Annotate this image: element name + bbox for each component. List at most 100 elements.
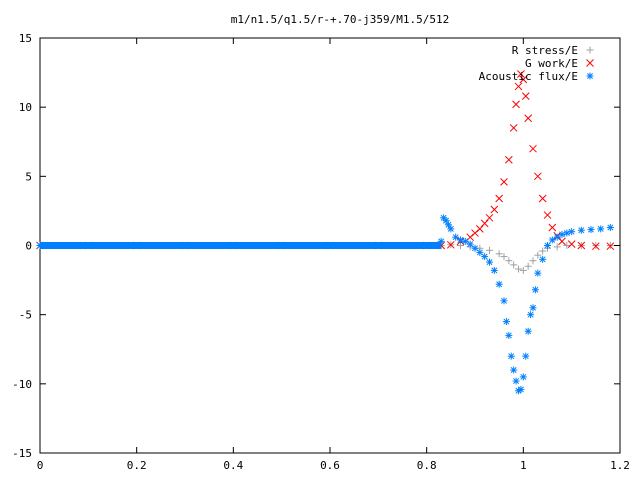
y-tick-label: 0: [25, 240, 32, 253]
data-point: [517, 70, 525, 78]
chart-title: m1/n1.5/q1.5/r-+.70-j359/M1.5/512: [231, 13, 450, 26]
data-point: [529, 257, 537, 265]
data-point: [502, 318, 510, 326]
data-point: [524, 114, 533, 123]
data-point: [539, 247, 547, 255]
legend-marker: [586, 72, 594, 80]
data-point: [515, 265, 522, 273]
data-point: [521, 92, 530, 100]
data-point: [558, 230, 566, 238]
data-point: [587, 226, 595, 234]
series-cross: [36, 70, 615, 251]
data-point: [597, 225, 605, 233]
data-point: [486, 258, 493, 266]
x-tick-label: 0.6: [320, 459, 340, 472]
data-point: [495, 280, 503, 288]
y-tick-label: -5: [19, 309, 32, 322]
x-tick-label: 0.8: [417, 459, 437, 472]
x-tick-label: 1: [520, 459, 527, 472]
data-point: [524, 262, 532, 270]
data-point: [505, 331, 513, 339]
data-point: [471, 244, 479, 252]
y-tick-label: -10: [12, 378, 32, 391]
data-point: [563, 229, 571, 237]
y-tick-label: -15: [12, 447, 32, 460]
legend-marker: [586, 59, 594, 67]
data-point: [490, 205, 499, 214]
y-tick-label: 15: [19, 32, 32, 45]
data-point: [452, 233, 460, 241]
data-point: [490, 266, 498, 274]
data-point: [568, 228, 576, 236]
data-point: [84, 242, 92, 249]
data-point: [512, 377, 520, 385]
data-point: [606, 242, 615, 251]
data-point: [278, 242, 286, 249]
data-point: [446, 240, 455, 249]
data-point: [133, 242, 141, 249]
data-point: [437, 237, 445, 245]
data-point: [519, 75, 528, 84]
x-tick-label: 0: [37, 459, 44, 472]
data-point: [504, 155, 513, 164]
data-point: [457, 236, 464, 244]
data-point: [524, 327, 532, 335]
data-point: [512, 100, 520, 109]
data-point: [531, 286, 539, 294]
data-point: [423, 242, 431, 249]
data-point: [442, 217, 450, 225]
data-point: [577, 226, 585, 234]
data-point: [486, 246, 493, 254]
y-tick-label: 5: [25, 170, 32, 183]
x-axis: 0 0.2 0.4 0.6 0.8 1 1.2: [37, 38, 630, 472]
data-point: [519, 266, 527, 274]
data-point: [485, 213, 494, 222]
legend-label: R stress/E: [512, 44, 578, 57]
legend-marker: [586, 46, 594, 54]
data-point: [522, 352, 530, 360]
data-point: [548, 236, 556, 244]
series-layer: [36, 70, 615, 395]
data-point: [539, 255, 547, 263]
data-point: [481, 253, 489, 261]
x-tick-label: 0.4: [223, 459, 243, 472]
data-point: [36, 242, 44, 249]
data-point: [529, 144, 537, 153]
data-point: [606, 224, 614, 232]
data-point: [534, 269, 542, 277]
data-point: [567, 240, 576, 248]
series-star: [36, 214, 614, 395]
data-point: [500, 178, 508, 186]
data-point: [229, 242, 237, 249]
data-point: [505, 257, 513, 265]
data-point: [538, 194, 547, 203]
data-point: [553, 233, 561, 241]
data-point: [519, 373, 527, 381]
data-point: [514, 82, 523, 91]
legend-label: G work/E: [525, 57, 578, 70]
x-tick-label: 0.2: [127, 459, 147, 472]
data-point: [517, 385, 525, 393]
y-axis: -15 -10 -5 0 5 10 15: [12, 32, 620, 460]
data-point: [326, 242, 334, 249]
data-point: [510, 261, 518, 269]
data-point: [527, 311, 535, 319]
data-point: [374, 242, 382, 249]
data-point: [529, 304, 537, 312]
data-point: [534, 251, 542, 259]
data-point: [500, 253, 508, 261]
data-point: [515, 387, 522, 395]
data-point: [495, 194, 504, 203]
data-point: [509, 124, 518, 132]
data-point: [461, 237, 469, 245]
data-point: [548, 223, 557, 232]
data-point: [476, 248, 484, 256]
data-point: [507, 352, 515, 360]
data-point: [500, 297, 508, 305]
data-point: [495, 250, 503, 258]
x-tick-label: 1.2: [610, 459, 630, 472]
data-point: [591, 242, 600, 251]
data-point: [466, 240, 474, 248]
